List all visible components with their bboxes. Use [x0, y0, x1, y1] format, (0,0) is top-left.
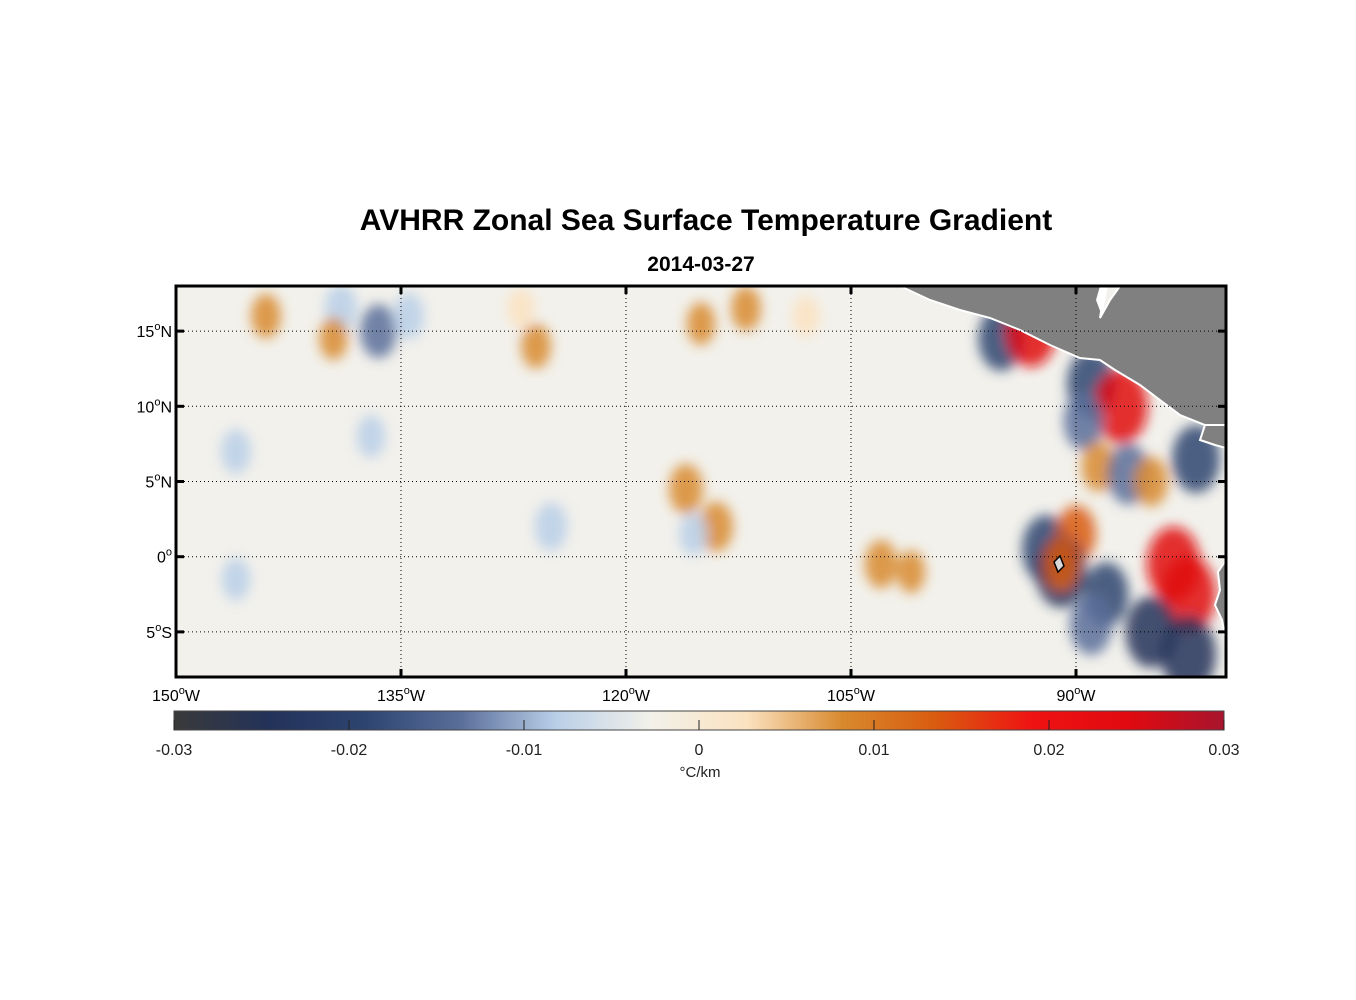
lat-label: 5oS [146, 622, 172, 642]
colorbar-tick-label: -0.01 [506, 742, 543, 759]
gradient-anomaly [360, 304, 397, 358]
colorbar-tick-label: 0 [695, 742, 704, 759]
gradient-anomaly [864, 540, 898, 589]
gradient-anomaly [221, 429, 251, 474]
gradient-anomaly [1081, 441, 1116, 492]
colorbar-unit: °C/km [679, 764, 721, 781]
land-yucatan-gap [1096, 286, 1108, 316]
gradient-anomaly [1134, 456, 1168, 507]
latitude-labels: 15oN 10oN 5oN 0o 5oS [137, 321, 172, 642]
land-central-america [899, 286, 1226, 430]
lat-label: 15oN [137, 321, 172, 341]
lon-label: 90oW [1056, 685, 1096, 705]
land-galapagos [1053, 554, 1065, 574]
gradient-anomaly [1063, 392, 1104, 450]
gradient-field [221, 286, 1220, 677]
gradient-anomaly [669, 464, 703, 515]
lat-label: 10oN [137, 396, 172, 416]
gradient-anomaly [356, 414, 386, 458]
gradient-anomaly [731, 286, 761, 331]
land-panama [1198, 424, 1226, 450]
gradient-anomaly [392, 292, 425, 340]
land-south-america [1213, 558, 1226, 641]
gradient-anomaly [1069, 593, 1113, 655]
lat-label: 5oN [145, 472, 172, 492]
lon-label: 105oW [827, 685, 876, 705]
gradient-anomaly [319, 317, 348, 361]
gradient-anomaly [679, 512, 708, 556]
longitude-labels: 150oW 135oW 120oW 105oW 90oW [152, 685, 1096, 705]
gradient-anomaly [686, 302, 716, 345]
colorbar-ticks: -0.03 -0.02 -0.01 0 0.01 0.02 0.03 [156, 720, 1240, 759]
gradient-anomaly [792, 295, 820, 337]
gradient-anomaly [1161, 615, 1216, 677]
gradient-anomaly [1161, 555, 1216, 633]
gradient-anomaly [521, 323, 551, 369]
map-frame [174, 284, 1228, 679]
chart-title: AVHRR Zonal Sea Surface Temperature Grad… [359, 204, 1053, 237]
colorbar-tick-label: 0.02 [1033, 742, 1064, 759]
chart-date: 2014-03-27 [647, 253, 755, 276]
gradient-anomaly [896, 550, 926, 594]
colorbar-tick-label: 0.03 [1208, 742, 1239, 759]
lon-label: 150oW [152, 685, 201, 705]
gradient-anomaly [251, 293, 281, 339]
gradient-anomaly [699, 501, 733, 552]
lat-label: 0o [157, 547, 172, 567]
colorbar-tick-label: 0.01 [858, 742, 889, 759]
colorbar-tick-label: -0.03 [156, 742, 193, 759]
colorbar-tick-label: -0.02 [331, 742, 368, 759]
gradient-anomaly [534, 502, 568, 551]
gradient-anomaly [221, 557, 251, 601]
lon-label: 135oW [377, 685, 426, 705]
gradient-anomaly [507, 288, 535, 330]
lon-label: 120oW [602, 685, 651, 705]
